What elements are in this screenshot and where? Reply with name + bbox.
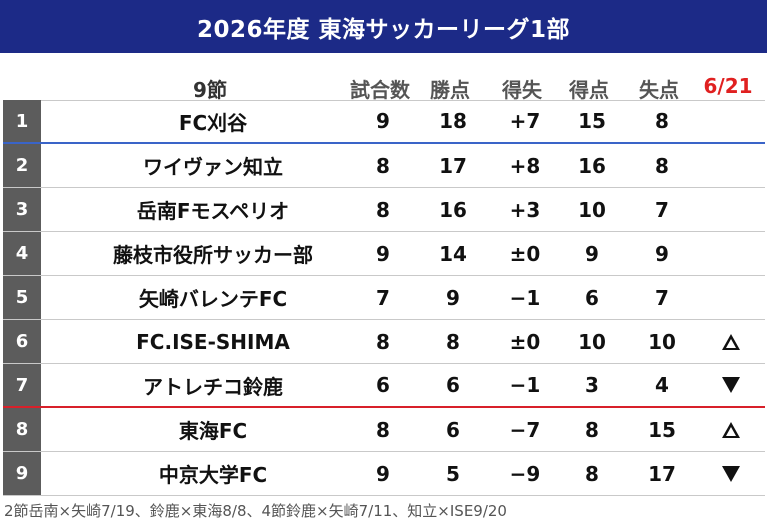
table-header: 9節 試合数 勝点 得失 得点 失点 6/21 <box>0 64 767 104</box>
triangle-up-icon <box>722 333 740 350</box>
goal-diff-value: ±0 <box>509 241 541 266</box>
trend-cell <box>711 320 751 363</box>
played-value: 8 <box>376 417 390 442</box>
goal-diff-value: −7 <box>509 417 541 442</box>
goals-for-value: 6 <box>585 285 599 310</box>
header-goal-diff: 得失 <box>502 78 542 102</box>
table-row: 9 中京大学FC 9 5 −9 8 17 <box>3 452 765 496</box>
goals-for-value: 8 <box>585 417 599 442</box>
rank-badge: 9 <box>3 452 41 495</box>
header-goals-for: 得点 <box>569 78 609 102</box>
trend-cell <box>711 276 751 319</box>
points-value: 9 <box>446 285 460 310</box>
triangle-down-icon <box>722 377 740 393</box>
standings-table: 1 FC刈谷 9 18 +7 15 8 2 ワイヴァン知立 8 17 +8 16… <box>3 100 765 496</box>
goals-for-value: 8 <box>585 461 599 486</box>
goals-for-value: 10 <box>578 197 606 222</box>
goal-diff-value: −1 <box>509 285 541 310</box>
team-name: FC.ISE-SHIMA <box>136 329 290 354</box>
goals-against-value: 17 <box>648 461 676 486</box>
goals-for-value: 3 <box>585 373 599 397</box>
table-row: 8 東海FC 8 6 −7 8 15 <box>3 408 765 452</box>
team-name: ワイヴァン知立 <box>143 155 283 179</box>
team-name: 東海FC <box>178 419 248 443</box>
played-value: 8 <box>376 153 390 178</box>
team-name: 岳南Fモスペリオ <box>136 199 290 223</box>
rank-badge: 8 <box>3 408 41 451</box>
goals-against-value: 7 <box>655 285 669 310</box>
round-label: 9節 <box>193 78 227 102</box>
goals-against-value: 8 <box>655 109 669 133</box>
points-value: 17 <box>439 153 467 178</box>
trend-cell <box>711 452 751 495</box>
goals-against-value: 10 <box>648 329 676 354</box>
trend-cell <box>711 408 751 451</box>
goals-for-value: 10 <box>578 329 606 354</box>
points-value: 8 <box>446 329 460 354</box>
trend-cell <box>711 144 751 187</box>
points-value: 6 <box>446 417 460 442</box>
goals-for-value: 16 <box>578 153 606 178</box>
trend-cell <box>711 188 751 231</box>
table-row: 3 岳南Fモスペリオ 8 16 +3 10 7 <box>3 188 765 232</box>
goal-diff-value: ±0 <box>509 329 541 354</box>
points-value: 16 <box>439 197 467 222</box>
goal-diff-value: +8 <box>509 153 541 178</box>
played-value: 9 <box>376 461 390 486</box>
goals-for-value: 9 <box>585 241 599 266</box>
rank-badge: 5 <box>3 276 41 319</box>
goals-against-value: 15 <box>648 417 676 442</box>
goal-diff-value: +3 <box>509 197 541 222</box>
triangle-up-icon <box>722 421 740 438</box>
team-name: 矢崎バレンテFC <box>138 287 288 311</box>
team-name: 中京大学FC <box>158 463 268 487</box>
goal-diff-value: −1 <box>509 373 541 397</box>
page-title: 2026年度 東海サッカーリーグ1部 <box>0 0 767 53</box>
goals-against-value: 4 <box>655 373 669 397</box>
table-row: 6 FC.ISE-SHIMA 8 8 ±0 10 10 <box>3 320 765 364</box>
goals-against-value: 9 <box>655 241 669 266</box>
goals-against-value: 7 <box>655 197 669 222</box>
rank-badge: 3 <box>3 188 41 231</box>
goals-for-value: 15 <box>578 109 606 133</box>
rank-badge: 7 <box>3 364 41 406</box>
trend-cell <box>711 232 751 275</box>
trend-cell <box>711 100 751 142</box>
header-goals-against: 失点 <box>639 78 679 102</box>
points-value: 6 <box>446 373 460 397</box>
played-value: 9 <box>376 109 390 133</box>
table-row: 5 矢崎バレンテFC 7 9 −1 6 7 <box>3 276 765 320</box>
played-value: 8 <box>376 329 390 354</box>
goal-diff-value: +7 <box>509 109 541 133</box>
table-row: 1 FC刈谷 9 18 +7 15 8 <box>3 100 765 144</box>
played-value: 6 <box>376 373 390 397</box>
header-played: 試合数 <box>350 78 410 102</box>
points-value: 5 <box>446 461 460 486</box>
footer-note: 2節岳南×矢崎7/19、鈴鹿×東海8/8、4節鈴鹿×矢崎7/11、知立×ISE9… <box>4 502 507 520</box>
played-value: 7 <box>376 285 390 310</box>
team-name: FC刈谷 <box>178 110 248 135</box>
table-row: 4 藤枝市役所サッカー部 9 14 ±0 9 9 <box>3 232 765 276</box>
goal-diff-value: −9 <box>509 461 541 486</box>
team-name: 藤枝市役所サッカー部 <box>113 243 313 267</box>
points-value: 14 <box>439 241 467 266</box>
table-top-rule <box>3 100 765 101</box>
rank-badge: 2 <box>3 144 41 187</box>
header-date: 6/21 <box>703 74 753 98</box>
goals-against-value: 8 <box>655 153 669 178</box>
rank-badge: 4 <box>3 232 41 275</box>
team-name: アトレチコ鈴鹿 <box>143 374 283 399</box>
table-row: 2 ワイヴァン知立 8 17 +8 16 8 <box>3 144 765 188</box>
rank-badge: 1 <box>3 100 41 142</box>
played-value: 8 <box>376 197 390 222</box>
played-value: 9 <box>376 241 390 266</box>
rank-badge: 6 <box>3 320 41 363</box>
trend-cell <box>711 364 751 406</box>
header-points: 勝点 <box>430 78 470 102</box>
triangle-down-icon <box>722 465 740 482</box>
table-row: 7 アトレチコ鈴鹿 6 6 −1 3 4 <box>3 364 765 408</box>
points-value: 18 <box>439 109 467 133</box>
